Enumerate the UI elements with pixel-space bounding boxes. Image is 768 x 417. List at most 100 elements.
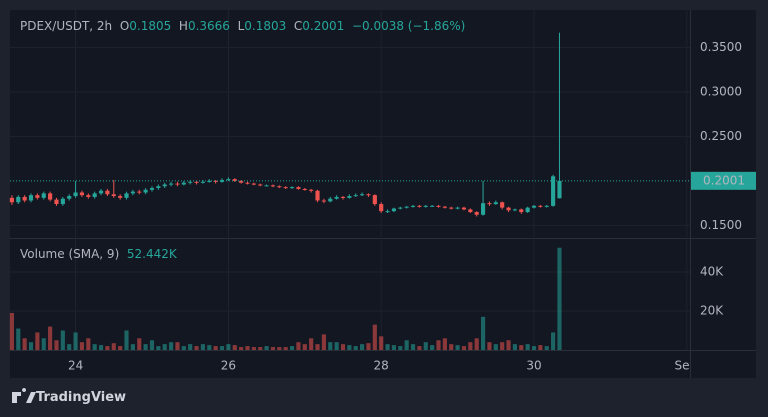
volume-bar <box>430 345 435 350</box>
volume-bar <box>239 347 244 350</box>
candle-body <box>360 194 365 196</box>
y-tick-label: 0.3000 <box>700 84 742 98</box>
candle-body <box>385 211 390 213</box>
candle-body <box>41 193 46 198</box>
candle-body <box>353 195 358 197</box>
candle-body <box>200 181 205 183</box>
volume-bar <box>423 342 428 350</box>
candle-body <box>105 190 110 195</box>
volume-bar <box>372 324 377 350</box>
candle-body <box>544 205 549 207</box>
candle-body <box>73 192 78 197</box>
candle-body <box>111 194 116 197</box>
volume-bar <box>35 332 40 350</box>
axes: 0.1500 0.2500 0.3000 0.3500 20K 40K 24 26 28 30 Se… <box>68 40 756 373</box>
volume-bar <box>67 344 72 350</box>
candle-body <box>239 180 244 183</box>
candle-body <box>493 202 498 205</box>
candle-body <box>525 207 530 213</box>
candle-body <box>79 192 85 196</box>
candle-body <box>219 180 225 182</box>
volume-bar <box>245 346 250 350</box>
volume-bar <box>105 346 110 350</box>
volume-bar <box>385 344 390 350</box>
marks <box>9 32 690 350</box>
candle-body <box>455 207 460 209</box>
volume-bar <box>28 342 34 350</box>
volume-bar <box>92 344 97 350</box>
volume-bar <box>557 247 562 350</box>
candle-body <box>270 185 276 187</box>
candle-body <box>289 187 295 189</box>
candle-body <box>28 195 34 201</box>
volume-bar <box>264 346 269 350</box>
volume-bar <box>16 328 21 350</box>
ohlc-label: O <box>119 19 130 33</box>
volume-header: Volume (SMA, 9) 52.442K <box>20 247 177 261</box>
candle-body <box>16 196 21 203</box>
volume-bar <box>22 338 27 350</box>
candle-body <box>92 193 97 197</box>
volume-bar <box>531 346 537 350</box>
volume-bar <box>162 344 167 350</box>
volume-bar <box>340 344 346 350</box>
volume-bar <box>353 346 358 350</box>
volume-bar <box>442 338 447 350</box>
candle-body <box>315 190 320 201</box>
volume-bar <box>468 342 473 350</box>
volume-bar <box>98 345 104 350</box>
volume-bar <box>525 344 530 350</box>
y-tick-label: 0.1500 <box>700 218 742 232</box>
candle-body <box>519 209 524 213</box>
volume-bar <box>213 346 218 350</box>
volume-bar <box>149 340 155 350</box>
volume-bar <box>309 338 314 350</box>
last-price-label: 0.2001 <box>703 173 745 187</box>
volume-bar <box>404 340 409 350</box>
candle-body <box>251 183 256 185</box>
candle-body <box>149 188 155 190</box>
volume-bar <box>328 342 333 350</box>
volume-bar <box>544 346 549 350</box>
volume-bar <box>551 332 556 350</box>
x-tick-label: 28 <box>374 359 389 373</box>
candle-body <box>156 186 161 189</box>
volume-bar <box>137 338 142 350</box>
volume-bar <box>500 342 505 350</box>
candle-body <box>506 207 511 211</box>
volume-bar <box>143 344 148 350</box>
candle-body <box>226 179 231 181</box>
candle-body <box>442 206 447 208</box>
volume-bar <box>270 347 276 350</box>
volume-bar <box>181 346 186 350</box>
candle-body <box>98 190 104 194</box>
x-tick-label: 24 <box>68 359 83 373</box>
volume-bar <box>194 346 199 350</box>
candle-body <box>245 182 250 184</box>
volume-bar <box>251 347 256 350</box>
candle-body <box>181 182 186 185</box>
candle-body <box>67 196 72 199</box>
volume-bar <box>391 345 397 350</box>
volume-tick-label: 20K <box>700 303 724 317</box>
volume-bar <box>398 346 403 350</box>
candle-body <box>162 184 167 187</box>
candle-body <box>430 205 435 207</box>
candle-body <box>143 189 148 193</box>
volume-bar <box>379 336 384 350</box>
volume-bar <box>334 342 339 350</box>
candle-body <box>531 205 537 208</box>
volume-last: 52.442K <box>126 247 177 261</box>
volume-bar <box>175 342 180 350</box>
volume-bar <box>60 330 65 350</box>
volume-bar <box>410 344 416 350</box>
candle-body <box>500 202 505 208</box>
candle-body <box>48 193 53 200</box>
x-tick-label: 30 <box>526 359 541 373</box>
candle-body <box>118 196 123 198</box>
candle-body <box>175 183 180 185</box>
ohlc-value: 0.1803 <box>244 19 287 33</box>
ohlc-label: L <box>237 19 245 33</box>
